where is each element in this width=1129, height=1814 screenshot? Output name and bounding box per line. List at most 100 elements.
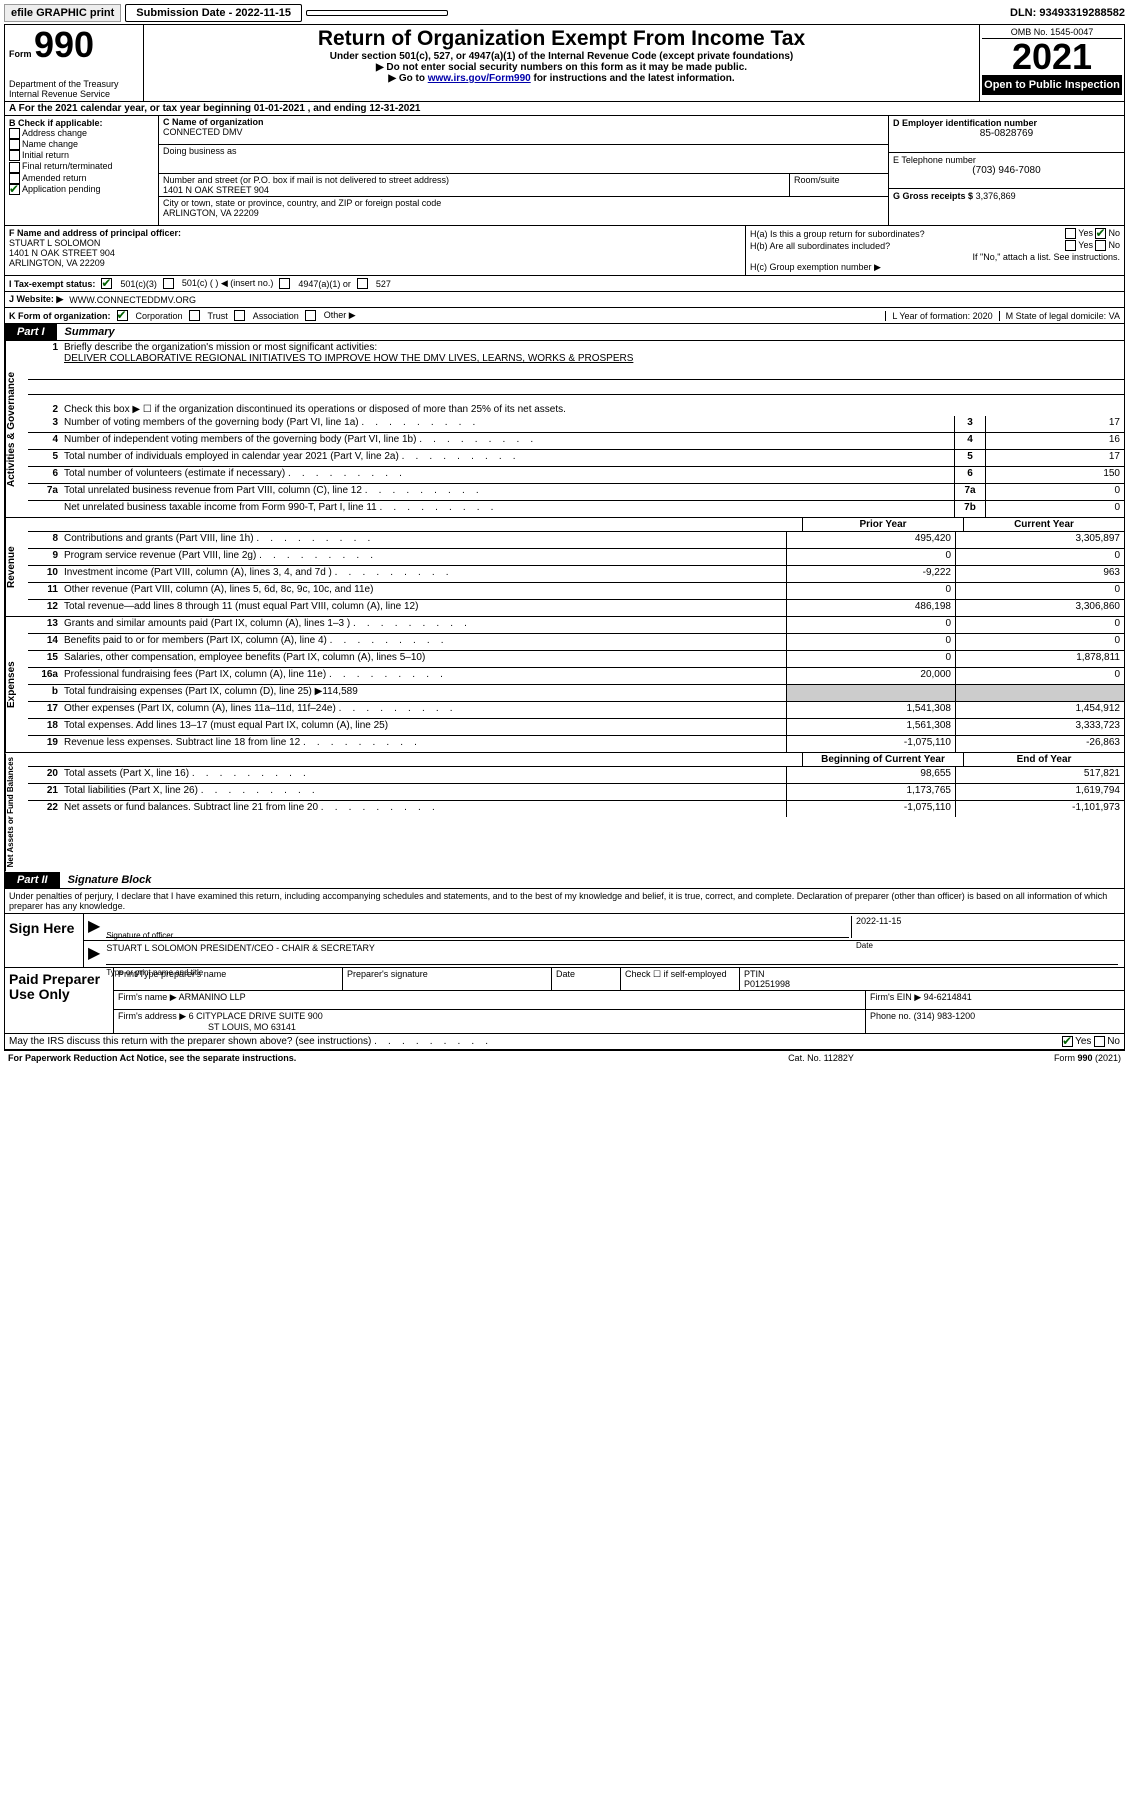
line12: Total revenue—add lines 8 through 11 (mu… — [62, 600, 786, 616]
mission-text: DELIVER COLLABORATIVE REGIONAL INITIATIV… — [64, 353, 633, 364]
part2-title: Signature Block — [60, 872, 160, 888]
part1-tab: Part I — [5, 324, 57, 340]
officer-name: STUART L SOLOMON — [9, 238, 741, 248]
website-value: WWW.CONNECTEDDMV.ORG — [69, 295, 196, 305]
gross-receipts-value: 3,376,869 — [976, 191, 1016, 201]
city-label: City or town, state or province, country… — [163, 198, 441, 208]
chk-527[interactable] — [357, 278, 368, 289]
submission-date-pill: Submission Date - 2022-11-15 — [125, 4, 302, 22]
column-deg: D Employer identification number 85-0828… — [889, 116, 1124, 225]
chk-corporation[interactable] — [117, 310, 128, 321]
l16b-prior-shade — [786, 685, 955, 701]
l18-curr: 3,333,723 — [955, 719, 1124, 735]
l11-curr: 0 — [955, 583, 1124, 599]
chk-name-change[interactable] — [9, 139, 20, 150]
line6-val: 150 — [985, 467, 1124, 483]
tax-status-label: I Tax-exempt status: — [9, 279, 95, 289]
room-label: Room/suite — [790, 174, 888, 196]
top-toolbar: efile GRAPHIC print Submission Date - 20… — [4, 4, 1125, 22]
chk-final-return[interactable] — [9, 162, 20, 173]
firm-addr2: ST LOUIS, MO 63141 — [208, 1022, 296, 1032]
part2-tab: Part II — [5, 872, 60, 888]
chk-ha-yes[interactable] — [1065, 228, 1076, 239]
website-label: J Website: ▶ — [9, 294, 63, 305]
officer-name-field: STUART L SOLOMON PRESIDENT/CEO - CHAIR &… — [106, 943, 1118, 965]
end-year-hdr: End of Year — [963, 753, 1124, 766]
officer-label: F Name and address of principal officer: — [9, 228, 741, 238]
blank-pill — [306, 10, 448, 16]
l20-begin: 98,655 — [786, 767, 955, 783]
form-org-label: K Form of organization: — [9, 311, 111, 321]
governance-section: Activities & Governance 1 Briefly descri… — [5, 341, 1124, 518]
chk-4947[interactable] — [279, 278, 290, 289]
officer-signature-field[interactable]: Signature of officer — [106, 916, 849, 938]
line6: Total number of volunteers (estimate if … — [62, 467, 954, 483]
line5-val: 17 — [985, 450, 1124, 466]
year-box: OMB No. 1545-0047 2021 Open to Public In… — [980, 25, 1124, 101]
l15-curr: 1,878,811 — [955, 651, 1124, 667]
form-note2: ▶ Go to www.irs.gov/Form990 for instruct… — [148, 73, 975, 84]
efile-button[interactable]: efile GRAPHIC print — [4, 4, 121, 22]
revenue-vtab: Revenue — [5, 518, 28, 616]
revenue-section: Revenue Prior Year Current Year 8Contrib… — [5, 518, 1124, 617]
mission-line-blank1 — [28, 365, 1124, 380]
row-a-period: A For the 2021 calendar year, or tax yea… — [5, 102, 1124, 116]
line19: Revenue less expenses. Subtract line 18 … — [62, 736, 786, 752]
self-employed-check[interactable]: Check ☐ if self-employed — [621, 968, 740, 990]
governance-vtab: Activities & Governance — [5, 341, 28, 517]
l12-prior: 486,198 — [786, 600, 955, 616]
chk-application-pending[interactable] — [9, 184, 20, 195]
line13: Grants and similar amounts paid (Part IX… — [62, 617, 786, 633]
may-discuss-label: May the IRS discuss this return with the… — [9, 1036, 488, 1047]
dln-label: DLN: 93493319288582 — [1010, 7, 1125, 19]
line16a: Professional fundraising fees (Part IX, … — [62, 668, 786, 684]
l12-curr: 3,306,860 — [955, 600, 1124, 616]
irs-link[interactable]: www.irs.gov/Form990 — [428, 73, 531, 84]
chk-discuss-no[interactable] — [1094, 1036, 1105, 1047]
phone-label-e: E Telephone number — [893, 155, 1120, 165]
name-address-column-c: C Name of organization CONNECTED DMV Doi… — [159, 116, 889, 225]
signature-date-field: 2022-11-15 Date — [851, 916, 1120, 938]
preparer-label: Paid Preparer Use Only — [5, 968, 114, 1033]
officer-addr1: 1401 N OAK STREET 904 — [9, 248, 741, 258]
line4: Number of independent voting members of … — [62, 433, 954, 449]
chk-hb-yes[interactable] — [1065, 240, 1076, 251]
l13-prior: 0 — [786, 617, 955, 633]
street-value: 1401 N OAK STREET 904 — [163, 185, 269, 195]
l14-curr: 0 — [955, 634, 1124, 650]
chk-discuss-yes[interactable] — [1062, 1036, 1073, 1047]
state-domicile: M State of legal domicile: VA — [999, 311, 1120, 321]
org-name: CONNECTED DMV — [163, 127, 243, 137]
chk-ha-no[interactable] — [1095, 228, 1106, 239]
arrow-icon: ▶ — [88, 916, 100, 938]
line3: Number of voting members of the governin… — [62, 416, 954, 432]
chk-initial-return[interactable] — [9, 150, 20, 161]
chk-501c[interactable] — [163, 278, 174, 289]
prior-year-hdr: Prior Year — [802, 518, 963, 531]
chk-501c3[interactable] — [101, 278, 112, 289]
line17: Other expenses (Part IX, column (A), lin… — [62, 702, 786, 718]
firm-phone: (314) 983-1200 — [914, 1011, 976, 1021]
l16a-curr: 0 — [955, 668, 1124, 684]
line15: Salaries, other compensation, employee b… — [62, 651, 786, 667]
form-subtitle: Under section 501(c), 527, or 4947(a)(1)… — [148, 51, 975, 62]
col-b-label: B Check if applicable: — [9, 118, 154, 128]
line8: Contributions and grants (Part VIII, lin… — [62, 532, 786, 548]
phone-value-e: (703) 946-7080 — [893, 165, 1120, 176]
chk-other[interactable] — [305, 310, 316, 321]
form-title: Return of Organization Exempt From Incom… — [148, 27, 975, 51]
chk-address-change[interactable] — [9, 128, 20, 139]
net-assets-section: Net Assets or Fund Balances Beginning of… — [5, 753, 1124, 871]
l8-curr: 3,305,897 — [955, 532, 1124, 548]
firm-ein-label: Firm's EIN ▶ — [870, 992, 921, 1002]
line2-discontinued: Check this box ▶ ☐ if the organization d… — [62, 403, 1124, 416]
officer-addr2: ARLINGTON, VA 22209 — [9, 258, 741, 268]
line3-val: 17 — [985, 416, 1124, 432]
chk-trust[interactable] — [189, 310, 200, 321]
l11-prior: 0 — [786, 583, 955, 599]
chk-association[interactable] — [234, 310, 245, 321]
year-formation: L Year of formation: 2020 — [885, 311, 992, 321]
chk-hb-no[interactable] — [1095, 240, 1106, 251]
org-name-label: C Name of organization — [163, 117, 264, 127]
l18-prior: 1,561,308 — [786, 719, 955, 735]
